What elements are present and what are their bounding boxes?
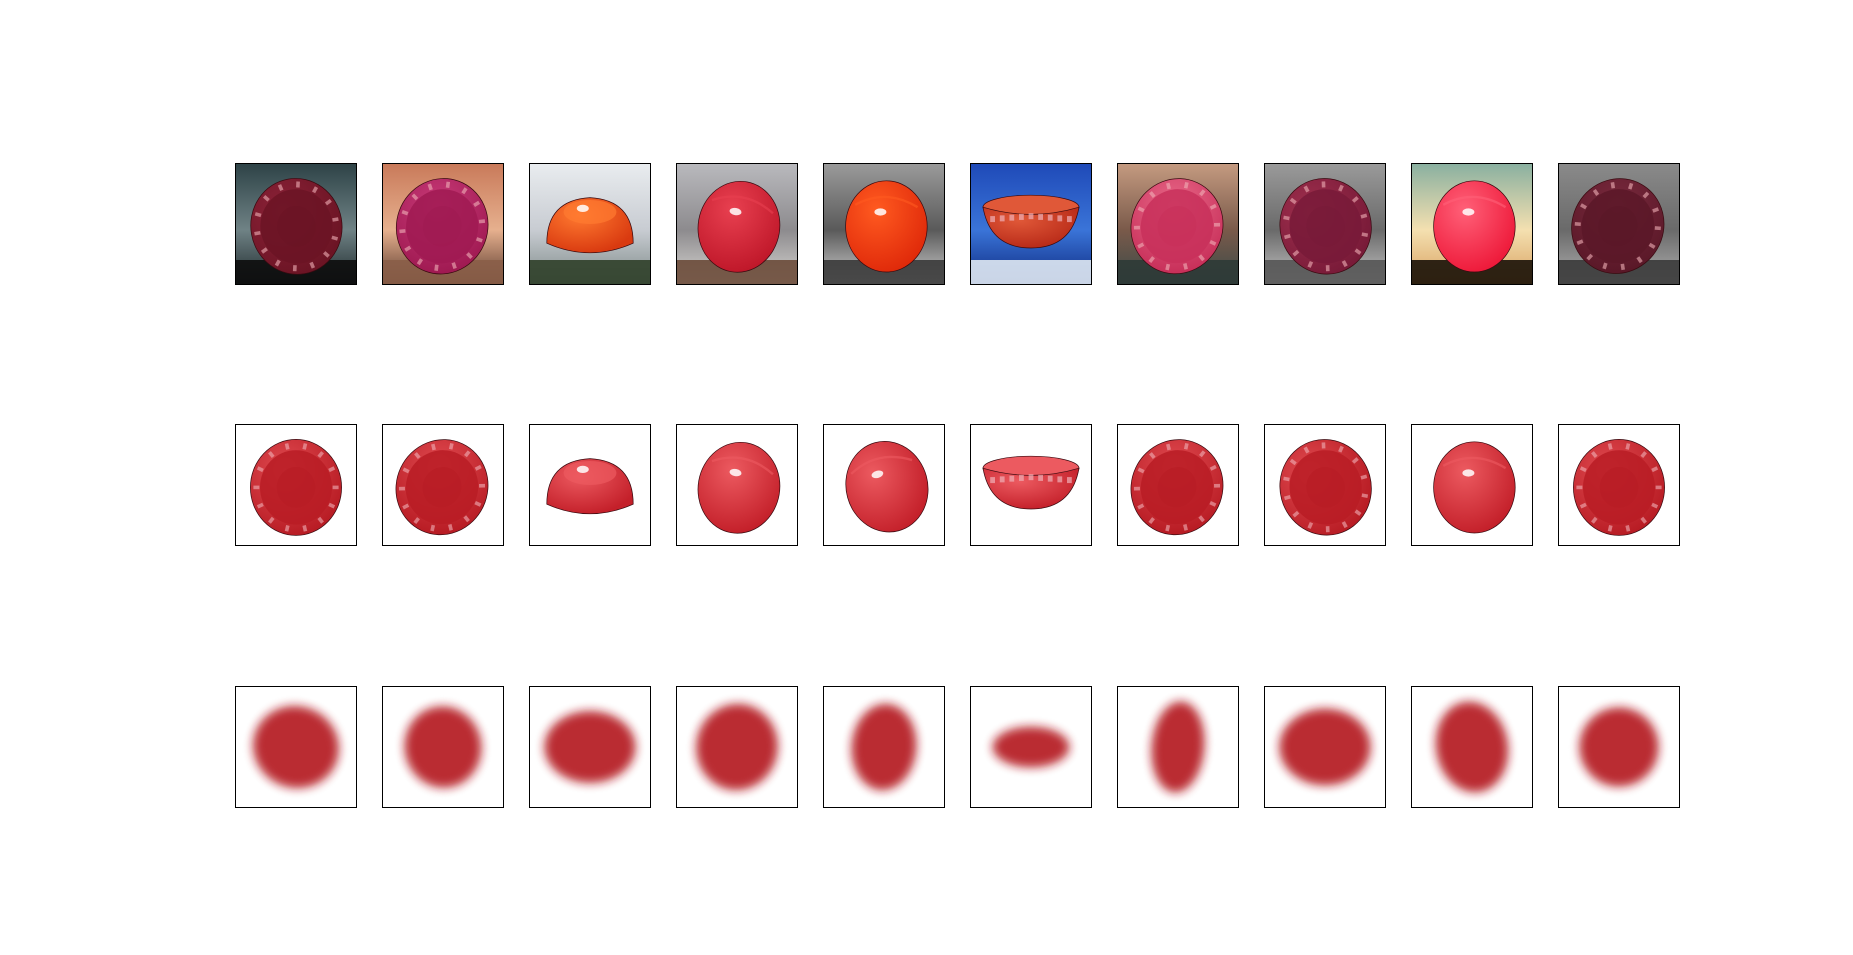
- bowl-object: [697, 180, 781, 273]
- reconstruction-image-10: [1558, 686, 1680, 808]
- render-image-10: [1558, 424, 1680, 546]
- render-image-1: [235, 424, 357, 546]
- bowl-object: [395, 178, 489, 275]
- composite-image-8: [1264, 163, 1386, 285]
- blurry-bowl-blob: [992, 726, 1070, 768]
- bowl-object: [1433, 180, 1516, 273]
- bowl-object: [697, 441, 781, 534]
- composite-image-1: [235, 163, 357, 285]
- render-image-8: [1264, 424, 1386, 546]
- bowl-object: [1279, 439, 1372, 536]
- blurry-bowl-blob: [851, 703, 917, 791]
- reconstruction-image-5: [823, 686, 945, 808]
- reconstruction-image-9: [1411, 686, 1533, 808]
- reconstruction-image-8: [1264, 686, 1386, 808]
- composite-image-6: [970, 163, 1092, 285]
- bowl-object: [395, 439, 489, 536]
- composite-image-2: [382, 163, 504, 285]
- bowl-object: [845, 441, 929, 533]
- reconstruction-image-3: [529, 686, 651, 808]
- composite-image-5: [823, 163, 945, 285]
- bowl-object: [1573, 439, 1665, 536]
- composite-image-3: [529, 163, 651, 285]
- bowl-object: [1130, 178, 1224, 275]
- render-image-2: [382, 424, 504, 546]
- reconstruction-image-4: [676, 686, 798, 808]
- composite-image-9: [1411, 163, 1533, 285]
- composite-image-7: [1117, 163, 1239, 285]
- reconstruction-image-6: [970, 686, 1092, 808]
- render-image-9: [1411, 424, 1533, 546]
- render-image-6: [970, 424, 1092, 546]
- bowl-object: [982, 194, 1080, 249]
- blurry-bowl-blob: [404, 706, 482, 788]
- bowl-object: [1571, 178, 1665, 274]
- bowl-object: [250, 178, 343, 275]
- composite-image-10: [1558, 163, 1680, 285]
- bowl-object: [982, 455, 1080, 510]
- reconstruction-image-7: [1117, 686, 1239, 808]
- render-image-5: [823, 424, 945, 546]
- blurry-bowl-blob: [544, 711, 636, 783]
- blurry-bowl-blob: [1435, 701, 1509, 793]
- render-image-7: [1117, 424, 1239, 546]
- bowl-object: [546, 197, 634, 254]
- bowl-object: [546, 458, 634, 515]
- render-image-3: [529, 424, 651, 546]
- render-image-4: [676, 424, 798, 546]
- blurry-bowl-blob: [1579, 707, 1659, 787]
- reconstruction-image-2: [382, 686, 504, 808]
- blurry-bowl-blob: [1279, 708, 1371, 786]
- bowl-object: [250, 439, 342, 536]
- bowl-object: [1130, 439, 1224, 536]
- bowl-object: [845, 180, 928, 273]
- blurry-bowl-blob: [253, 705, 339, 789]
- bowl-object: [1433, 441, 1516, 534]
- reconstruction-image-1: [235, 686, 357, 808]
- composite-image-4: [676, 163, 798, 285]
- blurry-bowl-blob: [1151, 701, 1205, 793]
- blurry-bowl-blob: [696, 703, 778, 791]
- bowl-object: [1279, 178, 1372, 275]
